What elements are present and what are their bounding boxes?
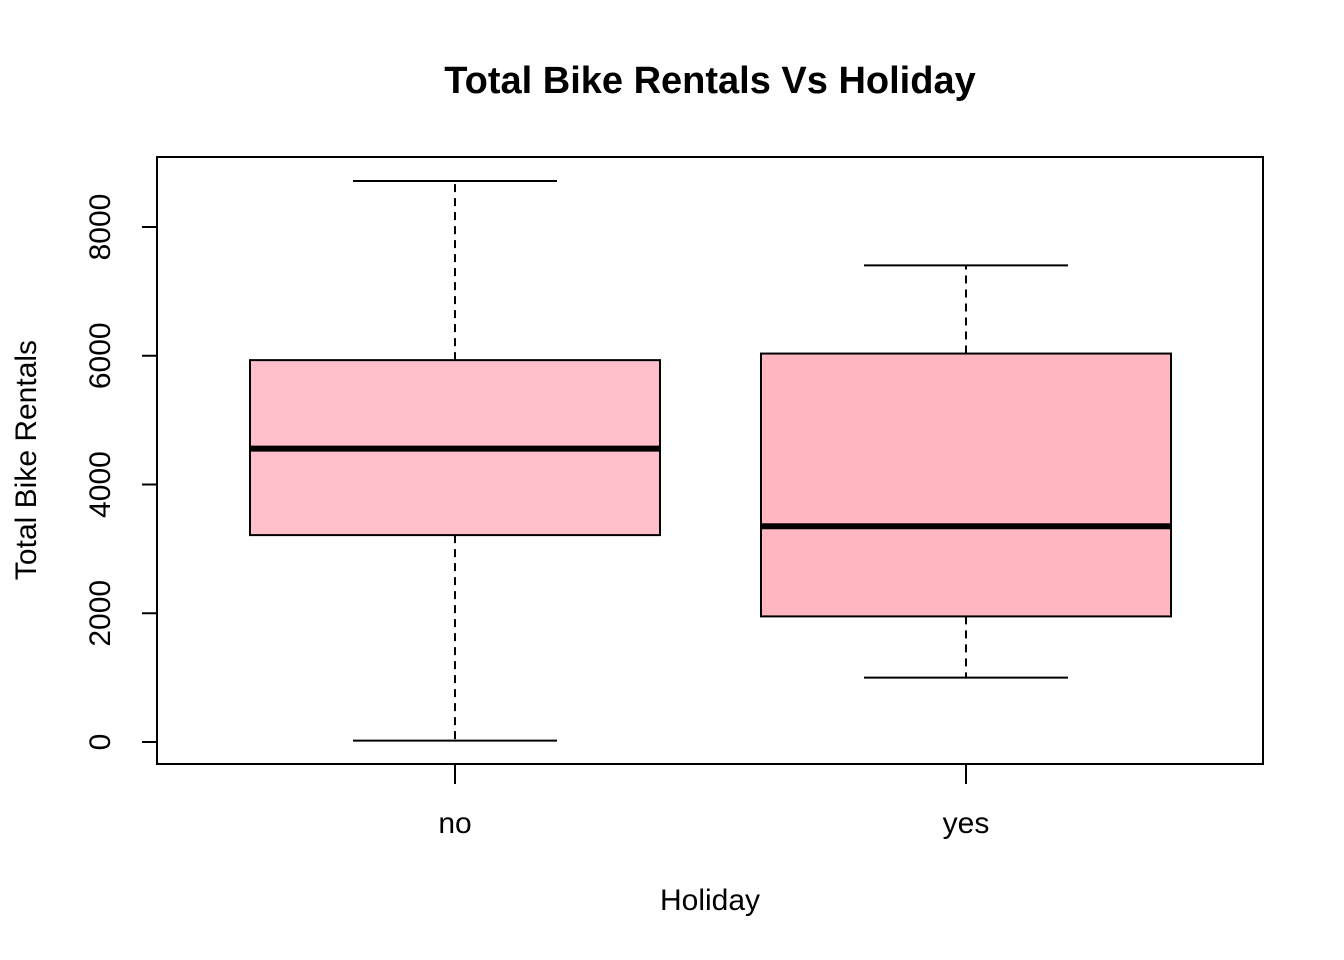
y-tick-label: 8000 bbox=[84, 194, 117, 261]
chart-title: Total Bike Rentals Vs Holiday bbox=[444, 60, 975, 102]
x-axis-label: Holiday bbox=[660, 884, 760, 917]
iqr-box bbox=[760, 352, 1172, 618]
y-tick-label: 0 bbox=[84, 734, 117, 751]
y-tick-label: 6000 bbox=[84, 322, 117, 389]
y-tick-label: 2000 bbox=[84, 580, 117, 647]
y-axis: 0 2000 4000 6000 8000 bbox=[84, 194, 157, 751]
x-tick-label: yes bbox=[943, 807, 990, 840]
y-tick-label: 4000 bbox=[84, 451, 117, 518]
box-group-yes bbox=[760, 264, 1172, 679]
x-axis: no yes bbox=[438, 764, 989, 840]
x-tick-label: no bbox=[438, 807, 471, 840]
box-group-no bbox=[249, 180, 661, 742]
box-series bbox=[249, 180, 1172, 742]
y-axis-label: Total Bike Rentals bbox=[10, 340, 43, 580]
plot-frame bbox=[156, 156, 1264, 765]
